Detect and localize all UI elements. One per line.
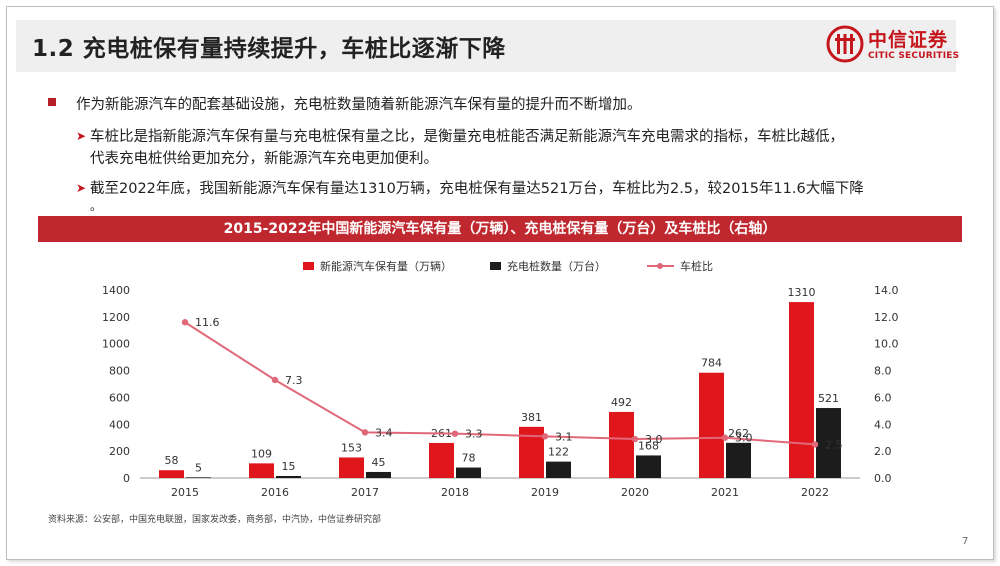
bar-chargers [366, 471, 391, 478]
bar-vehicles-value-label: 58 [165, 454, 179, 467]
ratio-value-label: 3.1 [555, 430, 573, 443]
y-left-tick-label: 400 [109, 418, 130, 431]
ratio-point [271, 376, 279, 384]
sub-bullet-2-line-2: 。 [90, 199, 103, 213]
ratio-value-label: 3.3 [465, 428, 483, 441]
bar-chargers-value-label: 262 [728, 427, 749, 440]
x-tick-label: 2018 [441, 486, 469, 499]
ratio-point [721, 434, 729, 441]
y-left-tick-label: 800 [109, 365, 130, 378]
bar-chargers-value-label: 5 [195, 461, 202, 474]
bar-chargers [546, 461, 571, 478]
bullet-square-icon [48, 98, 56, 106]
sub-bullet-1-line-2: 代表充电桩供给更加充分，新能源汽车充电更加便利。 [90, 151, 438, 167]
bar-chargers-value-label: 122 [548, 446, 569, 459]
page-title: 1.2 充电桩保有量持续提升，车桩比逐渐下降 [32, 36, 506, 62]
legend-swatch-vehicles [303, 262, 314, 270]
legend-label-chargers: 充电桩数量（万台） [507, 259, 606, 273]
bullet-text-1: 作为新能源汽车的配套基础设施，充电桩数量随着新能源汽车保有量的提升而不断增加。 [76, 97, 642, 113]
chart-title: 2015-2022年中国新能源汽车保有量（万辆）、充电桩保有量（万台）及车桩比（… [223, 221, 777, 237]
bar-vehicles [609, 411, 634, 478]
legend-swatch-chargers [490, 262, 501, 270]
citic-logo: 中信证券 CITIC SECURITIES [826, 24, 976, 68]
citic-logo-icon [826, 25, 864, 63]
x-tick-label: 2020 [621, 486, 649, 499]
x-tick-label: 2017 [351, 486, 379, 499]
ratio-point [181, 319, 189, 326]
ratio-value-label: 3.0 [735, 432, 753, 445]
arrow-bullet-icon: ➤ [76, 129, 87, 143]
page-number: 7 [962, 536, 969, 547]
legend-label-ratio: 车桩比 [680, 259, 713, 273]
x-tick-label: 2019 [531, 486, 559, 499]
bar-chargers-value-label: 45 [372, 456, 386, 469]
bar-chargers [276, 475, 301, 478]
y-left-tick-label: 0 [123, 472, 130, 485]
bar-vehicles [159, 470, 184, 478]
ratio-point [541, 433, 549, 440]
ratio-point [361, 429, 369, 436]
ratio-value-label: 11.6 [195, 316, 220, 329]
y-left-tick-label: 200 [109, 445, 130, 458]
sub-bullet-2-line-1: 截至2022年底，我国新能源汽车保有量达1310万辆，充电桩保有量达521万台，… [90, 181, 864, 197]
bar-chargers-value-label: 78 [462, 452, 476, 465]
ratio-value-label: 3.4 [375, 426, 393, 439]
logo-text-cn: 中信证券 [868, 29, 949, 51]
sub-bullet-1-line-1: 车桩比是指新能源汽车保有量与充电桩保有量之比，是衡量充电桩能否满足新能源汽车充电… [90, 129, 844, 145]
bar-vehicles-value-label: 492 [611, 396, 632, 409]
bar-vehicles [249, 463, 274, 478]
y-right-tick-label: 0.0 [874, 472, 892, 485]
ratio-point [451, 430, 459, 437]
ratio-value-label: 7.3 [285, 374, 303, 387]
y-left-tick-label: 1000 [102, 338, 130, 351]
bar-vehicles [519, 426, 544, 478]
bar-vehicles [699, 372, 724, 478]
ratio-point [811, 441, 819, 448]
bar-vehicles [429, 442, 454, 478]
ratio-line [184, 321, 816, 446]
bar-vehicles-value-label: 109 [251, 447, 272, 460]
bar-vehicles-value-label: 1310 [788, 286, 816, 299]
y-right-tick-label: 2.0 [874, 445, 892, 458]
ratio-value-label: 3.0 [645, 433, 663, 446]
y-right-tick-label: 8.0 [874, 365, 892, 378]
ratio-value-label: 2.5 [825, 438, 843, 451]
y-right-tick-label: 6.0 [874, 391, 892, 404]
y-right-tick-label: 10.0 [874, 338, 899, 351]
chart-title-banner [38, 216, 962, 242]
bar-chargers [726, 442, 751, 478]
bar-chargers [636, 455, 661, 478]
bar-chargers [456, 467, 481, 478]
y-left-tick-label: 1200 [102, 311, 130, 324]
bar-chargers-value-label: 168 [638, 439, 659, 452]
bar-vehicles-value-label: 784 [701, 357, 722, 370]
y-right-tick-label: 4.0 [874, 418, 892, 431]
y-left-tick-label: 1400 [102, 284, 130, 297]
bar-chargers [816, 408, 841, 478]
title-bar [16, 20, 956, 72]
bar-vehicles [789, 302, 814, 478]
bar-chargers-value-label: 15 [282, 460, 296, 473]
legend-label-vehicles: 新能源汽车保有量（万辆） [320, 259, 452, 273]
x-tick-label: 2022 [801, 486, 829, 499]
y-left-tick-label: 600 [109, 391, 130, 404]
x-tick-label: 2016 [261, 486, 289, 499]
y-right-tick-label: 12.0 [874, 311, 899, 324]
bar-vehicles [339, 457, 364, 478]
source-note: 资料来源：公安部，中国充电联盟，国家发改委，商务部，中汽协，中信证券研究部 [48, 515, 382, 525]
legend-marker-ratio [657, 263, 663, 269]
y-right-tick-label: 14.0 [874, 284, 899, 297]
bar-chargers [186, 477, 211, 478]
x-tick-label: 2021 [711, 486, 739, 499]
x-tick-label: 2015 [171, 486, 199, 499]
bar-vehicles-value-label: 381 [521, 411, 542, 424]
arrow-bullet-icon: ➤ [76, 181, 87, 195]
logo-text-en: CITIC SECURITIES [868, 51, 960, 61]
ratio-point [631, 435, 639, 443]
bar-chargers-value-label: 521 [818, 392, 839, 405]
bar-vehicles-value-label: 153 [341, 441, 362, 454]
